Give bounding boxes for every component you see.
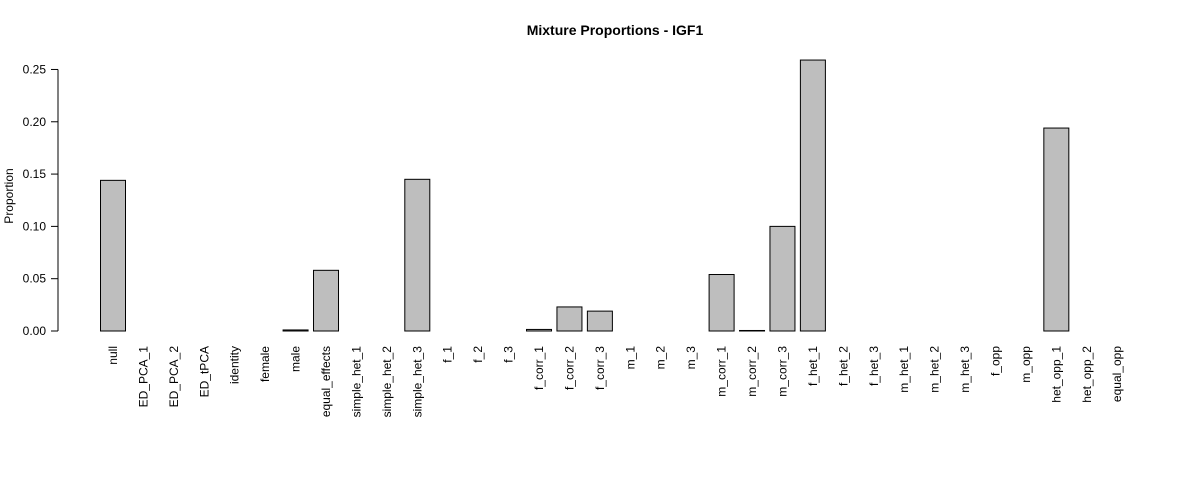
x-axis-labels: null ED_PCA_1 ED_PCA_2 ED_tPCA identity femal… bbox=[106, 346, 1124, 418]
x-tick-label-simple_het_3: simple_het_3 bbox=[410, 346, 424, 418]
x-tick-label-m_het_2: m_het_2 bbox=[928, 346, 942, 393]
bar-f_corr_1 bbox=[526, 328, 553, 332]
bar-m_corr_2 bbox=[739, 329, 766, 332]
x-tick-label-f_corr_3: f_corr_3 bbox=[593, 346, 607, 390]
x-tick-label-male: male bbox=[289, 346, 303, 372]
x-tick-label-female: female bbox=[258, 346, 272, 382]
x-tick-label-het_opp_2: het_opp_2 bbox=[1080, 346, 1094, 403]
bar-het_opp_1 bbox=[1043, 127, 1070, 332]
bar-equal_effects bbox=[313, 269, 340, 332]
y-tick-label: 0.15 bbox=[23, 167, 47, 181]
x-tick-label-f_2: f_2 bbox=[471, 346, 485, 363]
y-axis: 0.00 0.05 0.10 0.15 0.20 0.25 bbox=[23, 62, 59, 338]
x-tick-label-m_1: m_1 bbox=[623, 346, 637, 370]
x-tick-label-m_opp: m_opp bbox=[1019, 346, 1033, 383]
y-tick-label: 0.10 bbox=[23, 219, 47, 233]
y-tick-label: 0.25 bbox=[23, 62, 47, 76]
x-tick-label-m_2: m_2 bbox=[654, 346, 668, 370]
x-tick-label-m_3: m_3 bbox=[684, 346, 698, 370]
bar-null bbox=[100, 179, 126, 332]
x-tick-label-m_corr_1: m_corr_1 bbox=[715, 346, 729, 397]
bar-simple_het_3 bbox=[404, 178, 431, 332]
x-tick-label-het_opp_1: het_opp_1 bbox=[1049, 346, 1063, 403]
y-tick-label: 0.05 bbox=[23, 272, 47, 286]
bar-male bbox=[282, 329, 309, 332]
x-tick-label-null: null bbox=[106, 346, 120, 365]
x-tick-label-f_3: f_3 bbox=[502, 346, 516, 363]
bar-m_corr_1 bbox=[708, 274, 735, 332]
bars-group bbox=[100, 59, 1070, 332]
x-tick-label-f_het_3: f_het_3 bbox=[867, 346, 881, 386]
x-tick-label-f_corr_2: f_corr_2 bbox=[562, 346, 576, 390]
x-tick-label-m_het_3: m_het_3 bbox=[958, 346, 972, 393]
chart-title: Mixture Proportions - IGF1 bbox=[527, 22, 704, 38]
x-tick-label-m_corr_3: m_corr_3 bbox=[775, 346, 789, 397]
bar-m_corr_3 bbox=[769, 225, 796, 332]
bar-f_corr_3 bbox=[586, 310, 613, 332]
x-tick-label-simple_het_2: simple_het_2 bbox=[380, 346, 394, 418]
x-tick-label-equal_effects: equal_effects bbox=[319, 346, 333, 417]
x-tick-label-f_het_2: f_het_2 bbox=[836, 346, 850, 386]
x-tick-label-f_het_1: f_het_1 bbox=[806, 346, 820, 386]
bar-f_het_1 bbox=[799, 59, 826, 332]
x-tick-label-equal_opp: equal_opp bbox=[1110, 346, 1124, 402]
y-tick-label: 0.20 bbox=[23, 115, 47, 129]
bar-f_corr_2 bbox=[556, 306, 583, 332]
x-tick-label-m_het_1: m_het_1 bbox=[897, 346, 911, 393]
x-tick-label-ED_tPCA: ED_tPCA bbox=[197, 346, 211, 397]
x-tick-label-simple_het_1: simple_het_1 bbox=[349, 346, 363, 418]
x-tick-label-f_1: f_1 bbox=[441, 346, 455, 363]
y-tick-label: 0.00 bbox=[23, 324, 47, 338]
x-tick-label-ED_PCA_1: ED_PCA_1 bbox=[136, 346, 150, 408]
x-tick-label-m_corr_2: m_corr_2 bbox=[745, 346, 759, 397]
x-tick-label-identity: identity bbox=[228, 346, 242, 384]
x-tick-label-f_corr_1: f_corr_1 bbox=[532, 346, 546, 390]
x-tick-label-f_opp: f_opp bbox=[988, 346, 1002, 376]
y-axis-label: Proportion bbox=[2, 168, 16, 223]
x-tick-label-ED_PCA_2: ED_PCA_2 bbox=[167, 346, 181, 408]
